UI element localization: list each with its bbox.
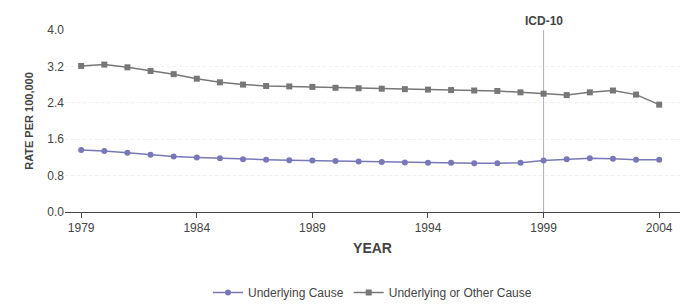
svg-text:0.0: 0.0	[47, 205, 64, 219]
svg-text:3.2: 3.2	[47, 60, 64, 74]
svg-text:1999: 1999	[530, 221, 557, 235]
svg-text:2.4: 2.4	[47, 96, 64, 110]
svg-text:2004: 2004	[646, 221, 673, 235]
svg-text:Underlying or Other Cause: Underlying or Other Cause	[389, 286, 532, 300]
svg-text:YEAR: YEAR	[353, 240, 392, 256]
svg-text:ICD-10: ICD-10	[525, 14, 563, 28]
svg-text:Underlying Cause: Underlying Cause	[248, 286, 344, 300]
svg-text:1.6: 1.6	[47, 132, 64, 146]
svg-text:1994: 1994	[415, 221, 442, 235]
svg-text:1989: 1989	[299, 221, 326, 235]
svg-text:0.8: 0.8	[47, 169, 64, 183]
svg-text:1984: 1984	[183, 221, 210, 235]
svg-text:1979: 1979	[68, 221, 95, 235]
svg-text:4.0: 4.0	[47, 23, 64, 37]
svg-text:RATE PER 100,000: RATE PER 100,000	[23, 72, 35, 170]
